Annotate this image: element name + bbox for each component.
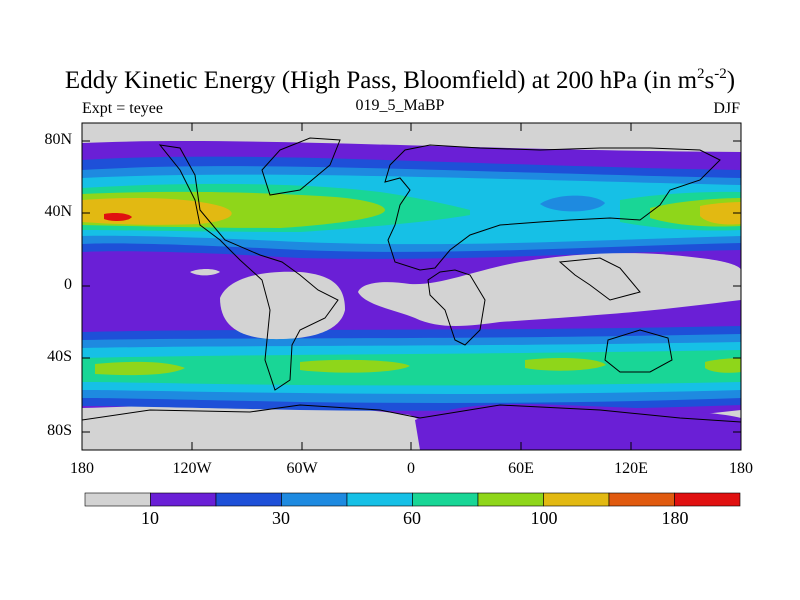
lon-label-60e: 60E: [508, 460, 534, 477]
coastlines: [82, 137, 741, 423]
low-area-pacific: [190, 269, 220, 276]
colorbar-swatch: [84, 492, 151, 507]
colorbar-swatch: [477, 492, 544, 507]
lon-label-120e: 120E: [614, 460, 648, 477]
colorbar-label-10: 10: [141, 508, 159, 528]
low-area-africa-indian-ocean: [358, 253, 741, 326]
colorbar: [84, 492, 741, 507]
contour-band-100-south-3: [525, 357, 606, 371]
contour-band-180-peak: [104, 213, 132, 222]
colorbar-swatch: [215, 492, 282, 507]
lon-label-60w: 60W: [286, 460, 318, 477]
colorbar-label-100: 100: [530, 508, 558, 528]
colorbar-label-30: 30: [272, 508, 290, 528]
colorbar-swatch: [346, 492, 413, 507]
lat-label-40n: 40N: [44, 203, 72, 220]
axis-ticks: [81, 123, 742, 450]
lon-label-180-west: 180: [70, 460, 94, 477]
lat-label-0: 0: [64, 276, 72, 293]
experiment-label: Expt = teyee: [82, 100, 163, 117]
run-id-label: 019_5_MaBP: [355, 97, 445, 114]
colorbar-swatch: [608, 492, 675, 507]
lat-label-80s: 80S: [47, 422, 72, 439]
season-label: DJF: [713, 100, 740, 117]
lat-label-40s: 40S: [47, 348, 72, 365]
colorbar-label-180: 180: [661, 508, 689, 528]
contour-band-140-north-east: [700, 202, 741, 225]
colorbar-swatch: [543, 492, 610, 507]
colorbar-swatch: [412, 492, 479, 507]
colorbar-swatch: [674, 492, 741, 507]
colorbar-swatch: [281, 492, 348, 507]
contour-field: [82, 123, 741, 450]
contour-band-100-south-1: [95, 361, 185, 376]
contour-band-100-south-2: [300, 359, 410, 373]
contour-blob-asia: [540, 195, 605, 212]
low-area-south-america: [220, 271, 345, 340]
lon-label-0: 0: [407, 460, 415, 477]
lat-label-80n: 80N: [44, 131, 72, 148]
lon-label-120w: 120W: [172, 460, 212, 477]
colorbar-label-60: 60: [403, 508, 421, 528]
colorbar-swatch: [150, 492, 217, 507]
plot-title: Eddy Kinetic Energy (High Pass, Bloomfie…: [64, 66, 736, 95]
lon-label-180-east: 180: [729, 460, 753, 477]
contour-band-100-south-4: [705, 358, 741, 373]
